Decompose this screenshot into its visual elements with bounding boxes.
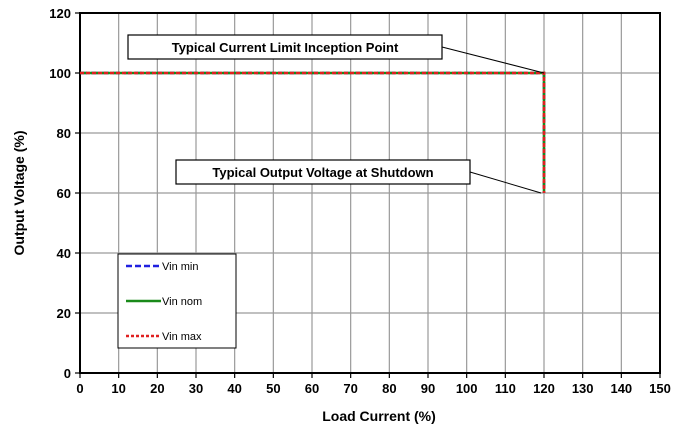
x-tick-label: 120 <box>533 381 555 396</box>
y-tick-label: 60 <box>57 186 71 201</box>
x-tick-label: 130 <box>572 381 594 396</box>
y-tick-label: 120 <box>49 6 71 21</box>
x-tick-label: 10 <box>111 381 125 396</box>
y-tick-label: 0 <box>64 366 71 381</box>
legend: Vin min Vin nom Vin max <box>117 253 237 349</box>
x-tick-label: 110 <box>495 381 516 396</box>
x-tick-label: 80 <box>382 381 396 396</box>
legend-label-vin-nom: Vin nom <box>162 296 202 308</box>
y-tick-label: 40 <box>57 246 71 261</box>
y-tick-label: 80 <box>57 126 71 141</box>
x-tick-label: 50 <box>266 381 280 396</box>
x-tick-label: 150 <box>649 381 671 396</box>
annotation-inception-text: Typical Current Limit Inception Point <box>172 40 399 55</box>
annotation-shutdown-leader <box>469 171 542 194</box>
x-tick-label: 90 <box>421 381 435 396</box>
x-tick-label: 40 <box>227 381 241 396</box>
x-tick-label: 20 <box>150 381 164 396</box>
annotation-shutdown-text: Typical Output Voltage at Shutdown <box>212 165 433 180</box>
axis-ticks <box>75 12 661 378</box>
y-axis-title: Output Voltage (%) <box>11 131 27 256</box>
x-tick-label: 100 <box>456 381 478 396</box>
tick-labels: 0 10 20 30 40 50 60 70 80 90 100 110 120 130 140 150 0 20… <box>49 6 671 396</box>
annotation-shutdown: Typical Output Voltage at Shutdown <box>175 159 542 194</box>
x-tick-label: 70 <box>343 381 357 396</box>
x-tick-label: 0 <box>76 381 83 396</box>
x-tick-label: 60 <box>305 381 319 396</box>
y-tick-label: 20 <box>57 306 71 321</box>
annotation-shutdown-box <box>175 159 471 185</box>
annotation-inception-leader <box>441 46 545 74</box>
y-tick-label: 100 <box>49 66 71 81</box>
x-tick-label: 140 <box>610 381 632 396</box>
x-tick-label: 30 <box>189 381 203 396</box>
legend-label-vin-min: Vin min <box>162 261 198 273</box>
legend-label-vin-max: Vin max <box>162 331 202 343</box>
annotation-inception: Typical Current Limit Inception Point <box>127 34 545 74</box>
x-axis-title: Load Current (%) <box>322 408 436 424</box>
annotation-inception-box <box>127 34 443 60</box>
